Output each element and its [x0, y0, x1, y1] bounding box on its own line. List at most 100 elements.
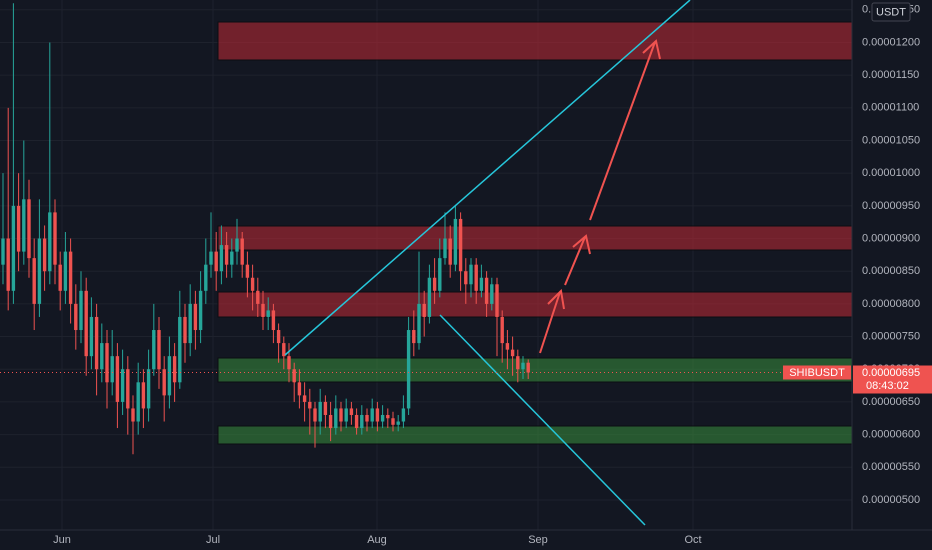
candle-body	[136, 382, 140, 422]
candle-body	[48, 212, 52, 272]
candle-body	[297, 382, 302, 396]
candle-body	[474, 264, 478, 291]
candle-body	[323, 401, 328, 415]
candle-body	[89, 316, 94, 357]
candle-body	[448, 238, 452, 265]
candle-body	[245, 264, 250, 278]
drawings	[284, 0, 691, 526]
support-zone	[217, 425, 853, 445]
price-axis	[852, 0, 932, 550]
candle-body	[209, 251, 213, 265]
candle-body	[261, 303, 265, 317]
candle-body	[188, 303, 192, 344]
price-label: SHIBUSDT 0.00000695 08:43:02	[783, 365, 932, 394]
x-tick-label: Jun	[53, 534, 71, 546]
candle-body	[458, 218, 463, 272]
resistance-zone	[217, 291, 853, 318]
candle-body	[375, 408, 380, 422]
arrow-head	[547, 288, 565, 310]
candle-body	[438, 258, 442, 291]
candles	[1, 3, 530, 455]
trend-line	[439, 314, 646, 526]
candle-body	[453, 218, 458, 265]
y-tick-label: 0.00000800	[862, 298, 920, 310]
candle-body	[79, 290, 83, 331]
candle-body	[100, 343, 104, 370]
y-tick-label: 0.00001200	[862, 36, 920, 48]
axis-labels: 0.00000500 0.00000550 0.00000600 0.00000650…	[53, 4, 920, 546]
candle-body	[302, 395, 307, 402]
candle-body	[63, 251, 68, 291]
candle-body	[11, 205, 16, 291]
y-tick-label: 0.00001100	[862, 102, 919, 114]
candle-body	[178, 316, 182, 383]
candle-body	[162, 369, 166, 396]
candle-body	[505, 343, 510, 350]
resistance-zone	[217, 225, 853, 251]
candle-body	[349, 408, 354, 415]
trend-line	[284, 0, 691, 356]
y-tick-label: 0.00000950	[862, 200, 920, 212]
candle-body	[313, 408, 317, 422]
candle-body	[495, 284, 499, 317]
y-tick-label: 0.00000650	[862, 396, 920, 408]
last-price: 0.00000695	[862, 367, 920, 379]
candle-body	[282, 343, 286, 357]
x-tick-label: Aug	[367, 534, 387, 546]
countdown: 08:43:02	[866, 380, 909, 392]
candle-body	[230, 251, 234, 265]
candle-body	[287, 356, 291, 370]
candle-body	[6, 238, 10, 291]
candle-body	[360, 414, 364, 429]
candle-body	[339, 408, 343, 422]
candle-body	[94, 316, 99, 370]
arrow	[589, 41, 656, 221]
candle-body	[250, 277, 255, 291]
candle-body	[406, 330, 411, 409]
candle-body	[32, 258, 36, 304]
y-tick-label: 0.00001150	[862, 69, 919, 81]
candle-body	[152, 330, 156, 370]
candle-body	[120, 369, 125, 402]
candle-body	[110, 356, 114, 383]
candle-body	[204, 264, 208, 291]
price-box	[853, 365, 932, 394]
candle-body	[401, 408, 406, 422]
candle-body	[526, 362, 530, 373]
y-tick-label: 0.00000600	[862, 428, 920, 440]
candle-body	[427, 277, 432, 317]
candle-body	[84, 290, 88, 357]
arrow	[564, 236, 586, 286]
candle-body	[131, 408, 135, 422]
candle-body	[354, 414, 359, 429]
symbol-box	[783, 365, 851, 380]
candle-body	[469, 264, 473, 285]
candle-body	[126, 369, 130, 409]
candle-body	[365, 414, 369, 422]
candle-body	[115, 356, 120, 402]
candle-body	[74, 303, 78, 331]
currency-box	[871, 2, 911, 22]
candle-body	[214, 251, 218, 272]
candle-body	[1, 238, 5, 265]
candle-body	[256, 290, 260, 304]
support-zone	[217, 357, 853, 383]
symbol: SHIBUSDT	[789, 367, 845, 379]
candle-body	[141, 382, 146, 409]
candle-body	[53, 212, 57, 265]
candle-body	[500, 316, 504, 344]
candle-body	[490, 284, 494, 304]
candle-body	[146, 369, 151, 409]
candle-body	[198, 290, 203, 331]
candle-body	[521, 362, 525, 370]
candle-body	[157, 330, 161, 370]
candle-body	[412, 330, 416, 344]
currency: USDT	[876, 6, 906, 18]
candle-body	[344, 408, 348, 422]
arrow-head	[642, 39, 661, 60]
y-tick-label: 0.00000550	[862, 461, 920, 473]
candle-body	[484, 277, 489, 304]
candle-body	[240, 238, 244, 265]
y-tick-label: 0.00000900	[862, 232, 920, 244]
candle-body	[27, 199, 31, 259]
